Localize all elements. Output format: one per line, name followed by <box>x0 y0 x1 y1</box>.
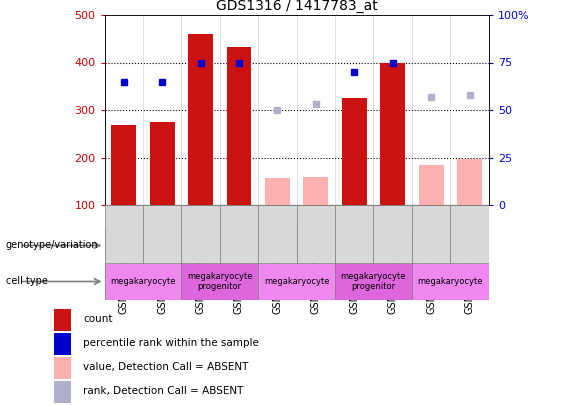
Bar <box>373 205 412 263</box>
Bar <box>227 47 251 205</box>
Bar <box>54 333 71 354</box>
Bar <box>265 178 290 205</box>
Text: count: count <box>84 314 113 324</box>
Text: megakaryocyte
progenitor: megakaryocyte progenitor <box>341 272 406 291</box>
Bar <box>297 205 335 263</box>
Bar <box>412 228 489 263</box>
Bar <box>457 159 482 205</box>
Bar <box>412 263 489 300</box>
Bar <box>419 164 444 205</box>
Text: megakaryocyte: megakaryocyte <box>418 277 483 286</box>
Bar <box>54 309 71 330</box>
Bar <box>412 205 450 263</box>
Bar <box>105 228 258 263</box>
Text: megakaryocyte: megakaryocyte <box>110 277 176 286</box>
Bar <box>335 205 373 263</box>
Bar <box>181 263 258 300</box>
Text: percentile rank within the sample: percentile rank within the sample <box>84 338 259 348</box>
Text: megakaryocyte
progenitor: megakaryocyte progenitor <box>187 272 253 291</box>
Text: GATA-1deltaNeod
eltaHS mutant: GATA-1deltaNeod eltaHS mutant <box>411 236 490 255</box>
Bar <box>54 357 71 379</box>
Bar <box>111 125 136 205</box>
Text: rank, Detection Call = ABSENT: rank, Detection Call = ABSENT <box>84 386 244 396</box>
Bar <box>220 205 258 263</box>
Bar <box>150 122 175 205</box>
Bar <box>105 205 143 263</box>
Bar <box>188 34 213 205</box>
Text: GATA-1deltaN mutant: GATA-1deltaN mutant <box>286 241 384 250</box>
Bar <box>181 205 220 263</box>
Bar <box>380 62 405 205</box>
Bar <box>54 382 71 403</box>
Bar <box>342 98 367 205</box>
Bar <box>143 205 181 263</box>
Bar <box>258 228 412 263</box>
Bar <box>303 177 328 205</box>
Text: megakaryocyte: megakaryocyte <box>264 277 329 286</box>
Bar <box>335 263 412 300</box>
Text: value, Detection Call = ABSENT: value, Detection Call = ABSENT <box>84 362 249 372</box>
Text: wild type: wild type <box>160 241 202 250</box>
Text: genotype/variation: genotype/variation <box>6 241 98 251</box>
Bar <box>450 205 489 263</box>
Title: GDS1316 / 1417783_at: GDS1316 / 1417783_at <box>216 0 377 13</box>
Bar <box>258 263 335 300</box>
Bar <box>105 263 181 300</box>
Bar <box>258 205 297 263</box>
Text: cell type: cell type <box>6 277 47 286</box>
